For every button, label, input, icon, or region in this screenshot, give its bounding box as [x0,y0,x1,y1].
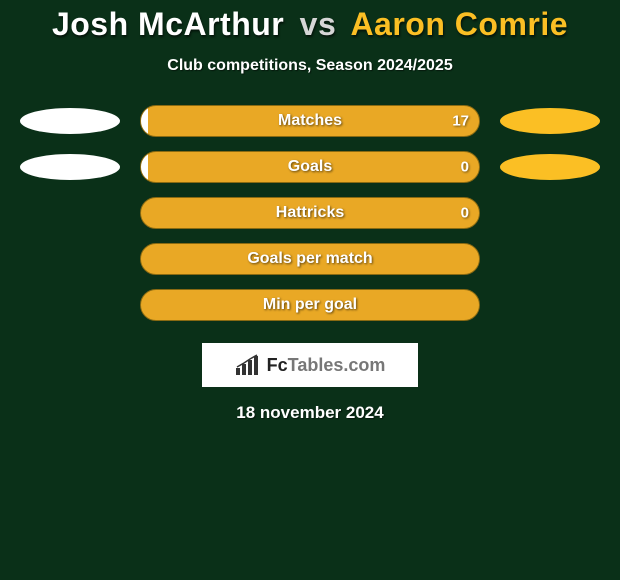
player2-marker [500,154,600,180]
stat-bar: Goals 0 [140,151,480,183]
stat-bar-fill-left [141,106,148,136]
stat-bar: Min per goal [140,289,480,321]
subtitle: Club competitions, Season 2024/2025 [0,57,620,75]
stat-label: Goals [288,158,332,176]
player2-marker [500,108,600,134]
stat-value-right: 17 [452,113,469,130]
vs-label: vs [300,6,337,42]
stat-value-right: 0 [461,205,469,222]
stat-label: Goals per match [247,250,372,268]
stat-label: Min per goal [263,296,357,314]
stat-bar-fill-left [141,152,148,182]
brand-prefix: Fc [267,355,288,375]
stat-bar: Goals per match [140,243,480,275]
date-label: 18 november 2024 [0,403,620,423]
brand-logo: FcTables.com [202,343,418,387]
stat-label: Hattricks [276,204,344,222]
stats-rows: Matches 17 Goals 0 Hattricks 0 Goals per match… [0,105,620,321]
stat-label: Matches [278,112,342,130]
player1-marker [20,154,120,180]
stat-bar: Matches 17 [140,105,480,137]
player1-marker [20,108,120,134]
brand-text: FcTables.com [267,355,386,376]
stat-row: Matches 17 [10,105,610,137]
stat-row: Goals per match [10,243,610,275]
comparison-infographic: Josh McArthur vs Aaron Comrie Club compe… [0,0,620,423]
stat-row: Goals 0 [10,151,610,183]
stat-row: Hattricks 0 [10,197,610,229]
page-title: Josh McArthur vs Aaron Comrie [0,6,620,43]
stat-bar: Hattricks 0 [140,197,480,229]
brand-suffix: Tables.com [288,355,386,375]
stat-row: Min per goal [10,289,610,321]
bars-icon [235,354,261,376]
stat-value-right: 0 [461,159,469,176]
player1-name: Josh McArthur [52,6,284,42]
player2-name: Aaron Comrie [350,6,568,42]
